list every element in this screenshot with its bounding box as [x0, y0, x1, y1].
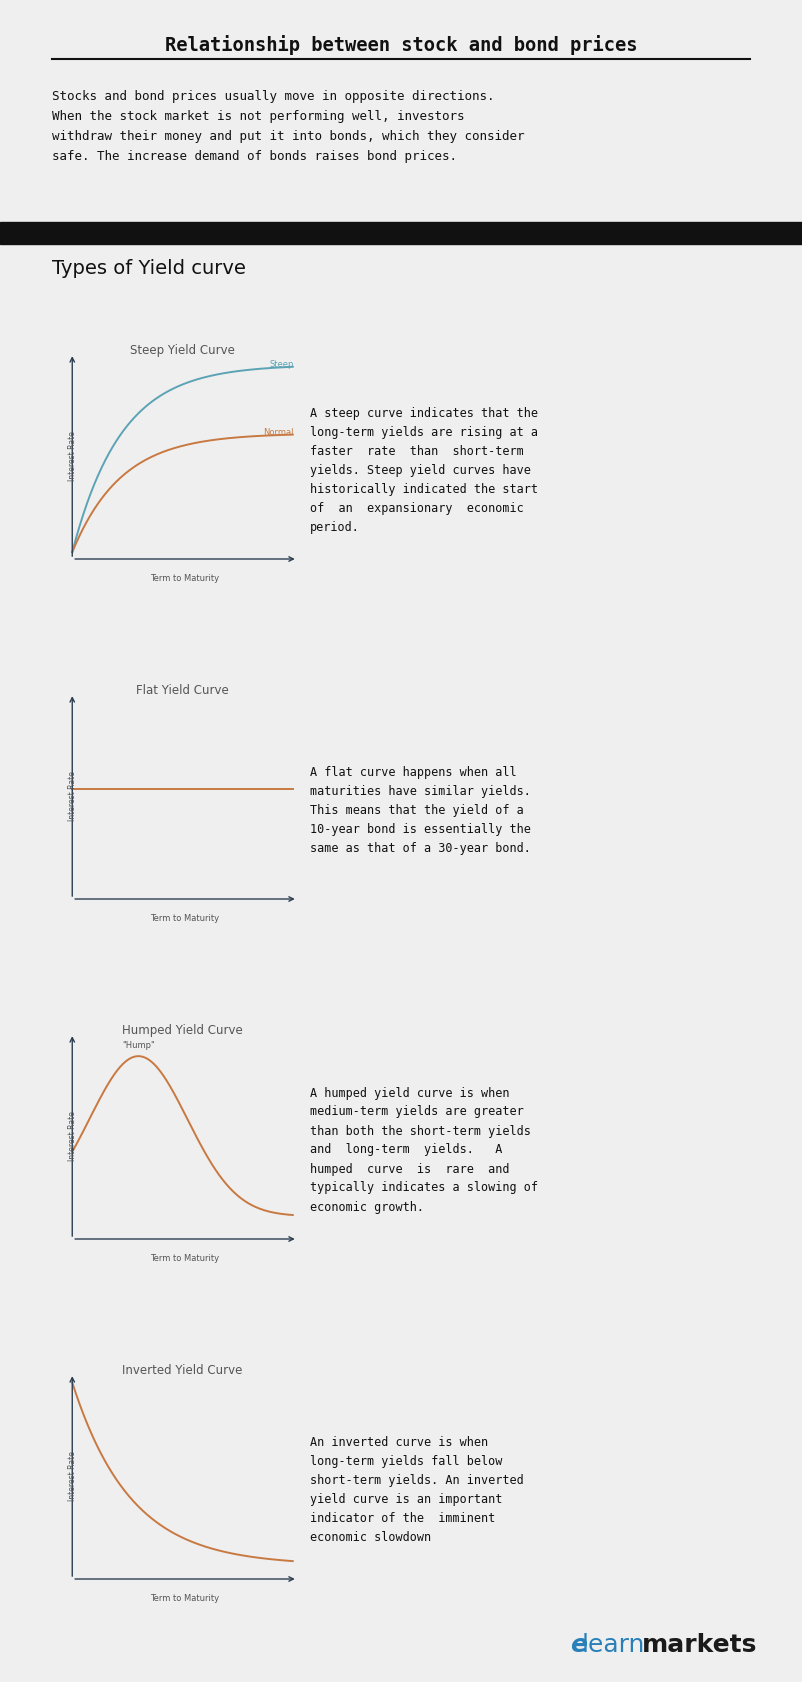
Text: Stocks and bond prices usually move in opposite directions.
When the stock marke: Stocks and bond prices usually move in o…	[52, 91, 525, 163]
Text: Relationship between stock and bond prices: Relationship between stock and bond pric…	[164, 35, 638, 56]
Text: Flat Yield Curve: Flat Yield Curve	[136, 685, 229, 696]
Text: A flat curve happens when all
maturities have similar yields.
This means that th: A flat curve happens when all maturities…	[310, 765, 531, 854]
Text: "Hump": "Hump"	[122, 1041, 155, 1050]
Text: A humped yield curve is when
medium-term yields are greater
than both the short-: A humped yield curve is when medium-term…	[310, 1087, 538, 1213]
Text: A steep curve indicates that the
long-term yields are rising at a
faster  rate  : A steep curve indicates that the long-te…	[310, 407, 538, 533]
Bar	[0, 222, 802, 244]
Text: markets: markets	[642, 1633, 757, 1657]
Text: Interest Rate: Interest Rate	[67, 772, 77, 821]
Text: An inverted curve is when
long-term yields fall below
short-term yields. An inve: An inverted curve is when long-term yiel…	[310, 1436, 524, 1544]
Text: Normal: Normal	[264, 427, 294, 437]
Text: Interest Rate: Interest Rate	[67, 1112, 77, 1161]
Text: Steep Yield Curve: Steep Yield Curve	[130, 345, 235, 357]
Text: e: e	[570, 1633, 587, 1657]
Text: Term to Maturity: Term to Maturity	[151, 1595, 220, 1603]
Text: Inverted Yield Curve: Inverted Yield Curve	[123, 1364, 243, 1378]
Text: Types of Yield curve: Types of Yield curve	[52, 259, 246, 278]
Text: Steep: Steep	[269, 360, 294, 368]
Text: Interest Rate: Interest Rate	[67, 1452, 77, 1500]
Text: Term to Maturity: Term to Maturity	[151, 574, 220, 584]
Text: Interest Rate: Interest Rate	[67, 431, 77, 481]
Text: Term to Maturity: Term to Maturity	[151, 913, 220, 923]
Text: learn: learn	[582, 1633, 646, 1657]
Text: Humped Yield Curve: Humped Yield Curve	[122, 1024, 243, 1038]
Text: Term to Maturity: Term to Maturity	[151, 1253, 220, 1263]
